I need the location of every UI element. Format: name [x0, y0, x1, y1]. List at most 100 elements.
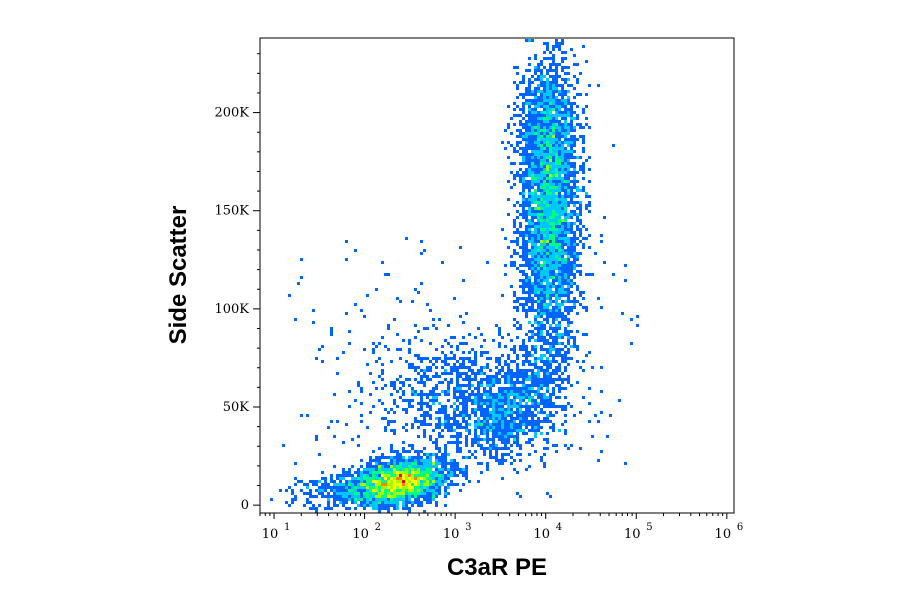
- density-dot: [462, 378, 465, 381]
- density-dot: [543, 294, 546, 297]
- density-dot: [546, 156, 549, 159]
- density-dot: [411, 474, 414, 477]
- density-dot: [510, 360, 513, 363]
- density-dot: [306, 414, 309, 417]
- density-dot: [540, 195, 543, 198]
- density-dot: [534, 366, 537, 369]
- density-dot: [423, 459, 426, 462]
- density-dot: [516, 321, 519, 324]
- density-dot: [534, 132, 537, 135]
- density-dot: [423, 495, 426, 498]
- density-dot: [537, 105, 540, 108]
- density-dot: [423, 462, 426, 465]
- density-dot: [540, 252, 543, 255]
- y-tick-label: 200K: [214, 106, 249, 121]
- density-dot: [522, 123, 525, 126]
- density-dot: [549, 411, 552, 414]
- density-dot: [528, 228, 531, 231]
- density-dot: [390, 471, 393, 474]
- density-dot: [510, 372, 513, 375]
- density-dot: [570, 243, 573, 246]
- density-dot: [561, 267, 564, 270]
- density-dot: [543, 102, 546, 105]
- density-dot: [552, 180, 555, 183]
- density-dot: [576, 156, 579, 159]
- density-dot: [546, 216, 549, 219]
- density-dot: [528, 210, 531, 213]
- density-dot: [540, 168, 543, 171]
- density-dot: [546, 153, 549, 156]
- density-dot: [324, 483, 327, 486]
- density-dot: [408, 492, 411, 495]
- density-dot: [549, 294, 552, 297]
- density-dot: [546, 303, 549, 306]
- density-dot: [537, 120, 540, 123]
- density-dot: [408, 378, 411, 381]
- density-dot: [507, 369, 510, 372]
- density-dot: [363, 486, 366, 489]
- density-dot: [549, 132, 552, 135]
- density-dot: [543, 312, 546, 315]
- density-dot: [522, 381, 525, 384]
- density-dot: [420, 501, 423, 504]
- density-dot: [396, 477, 399, 480]
- density-dot: [393, 504, 396, 507]
- density-dot: [381, 492, 384, 495]
- density-dot: [570, 48, 573, 51]
- density-dot: [573, 342, 576, 345]
- density-dot: [519, 444, 522, 447]
- density-dot: [561, 66, 564, 69]
- density-dot: [537, 75, 540, 78]
- density-dot: [546, 294, 549, 297]
- density-dot: [528, 105, 531, 108]
- density-dot: [561, 99, 564, 102]
- density-dot: [561, 405, 564, 408]
- density-dot: [498, 432, 501, 435]
- density-dot: [546, 96, 549, 99]
- density-dot: [555, 66, 558, 69]
- density-dot: [498, 372, 501, 375]
- density-dot: [501, 432, 504, 435]
- density-dot: [417, 420, 420, 423]
- density-dot: [567, 312, 570, 315]
- density-dot: [495, 450, 498, 453]
- density-dot: [444, 414, 447, 417]
- density-dot: [501, 402, 504, 405]
- density-dot: [522, 387, 525, 390]
- density-dot: [549, 363, 552, 366]
- density-dot: [573, 210, 576, 213]
- density-dot: [540, 99, 543, 102]
- density-dot: [306, 486, 309, 489]
- density-dot: [501, 462, 504, 465]
- density-dot: [414, 495, 417, 498]
- density-dot: [519, 180, 522, 183]
- density-dot: [522, 207, 525, 210]
- density-dot: [579, 291, 582, 294]
- density-dot: [519, 279, 522, 282]
- density-dot: [363, 348, 366, 351]
- density-dot: [525, 303, 528, 306]
- density-dot: [582, 168, 585, 171]
- density-dot: [378, 510, 381, 513]
- density-dot: [501, 387, 504, 390]
- density-dot: [426, 453, 429, 456]
- density-dot: [435, 348, 438, 351]
- density-dot: [531, 144, 534, 147]
- density-dot: [441, 465, 444, 468]
- density-dot: [384, 498, 387, 501]
- density-dot: [414, 480, 417, 483]
- density-dot: [543, 111, 546, 114]
- density-dot: [531, 183, 534, 186]
- density-dot: [552, 294, 555, 297]
- density-dot: [543, 162, 546, 165]
- density-dot: [540, 336, 543, 339]
- density-dot: [582, 147, 585, 150]
- density-dot: [459, 441, 462, 444]
- density-dot: [474, 396, 477, 399]
- density-dot: [567, 96, 570, 99]
- density-dot: [447, 372, 450, 375]
- density-dot: [453, 357, 456, 360]
- density-dot: [549, 396, 552, 399]
- density-dot: [561, 105, 564, 108]
- density-dot: [564, 258, 567, 261]
